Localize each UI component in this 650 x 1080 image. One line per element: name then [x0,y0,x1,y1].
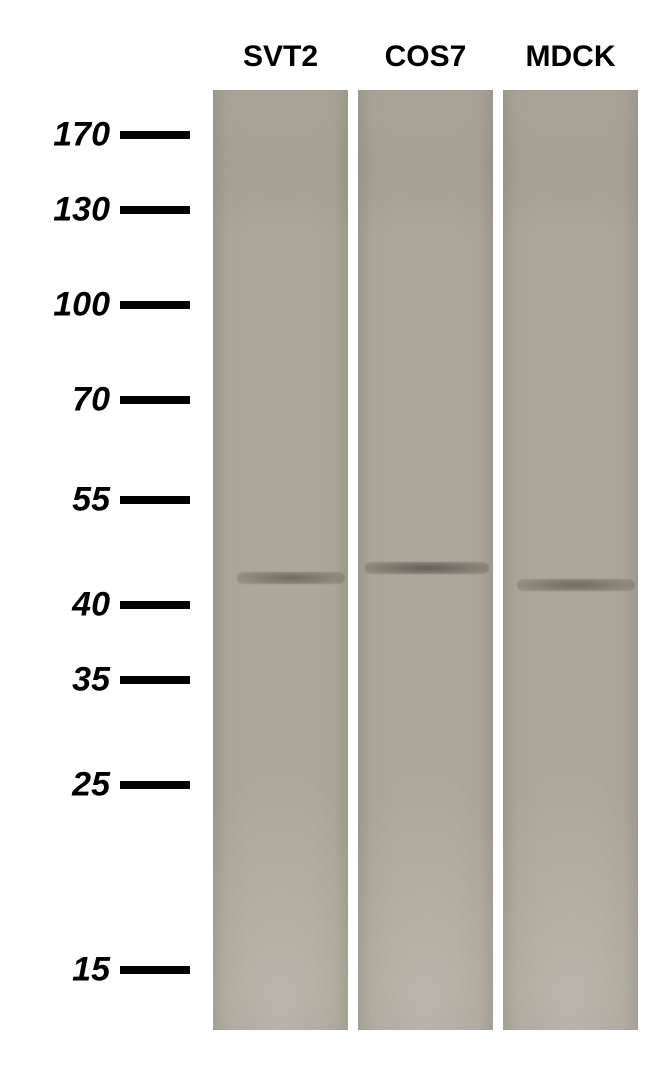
mw-marker-label: 55 [0,481,110,520]
mw-marker-tick [120,781,190,789]
mw-marker-tick [120,676,190,684]
blot-area: SVT2 COS7 MDCK 170 130 100 70 55 40 35 25 15 [0,0,650,1080]
mw-marker-label: 130 [0,191,110,230]
lane-label-mdck: MDCK [503,40,638,74]
band [517,579,636,591]
band [365,562,489,574]
mw-marker-label: 25 [0,766,110,805]
mw-marker-label: 15 [0,951,110,990]
mw-marker-tick [120,131,190,139]
mw-marker-label: 40 [0,586,110,625]
mw-marker-tick [120,301,190,309]
lane-svt2 [213,90,348,1030]
mw-marker-label: 70 [0,381,110,420]
mw-marker-tick [120,206,190,214]
mw-marker-label: 170 [0,116,110,155]
mw-marker-label: 35 [0,661,110,700]
lane-label-cos7: COS7 [358,40,493,74]
mw-marker-label: 100 [0,286,110,325]
mw-marker-tick [120,496,190,504]
mw-marker-tick [120,601,190,609]
lane-mdck [503,90,638,1030]
lane-label-svt2: SVT2 [213,40,348,74]
western-blot-figure: SVT2 COS7 MDCK 170 130 100 70 55 40 35 25 15 [0,0,650,1080]
band [237,572,345,584]
lane-cos7 [358,90,493,1030]
mw-marker-tick [120,396,190,404]
mw-marker-tick [120,966,190,974]
